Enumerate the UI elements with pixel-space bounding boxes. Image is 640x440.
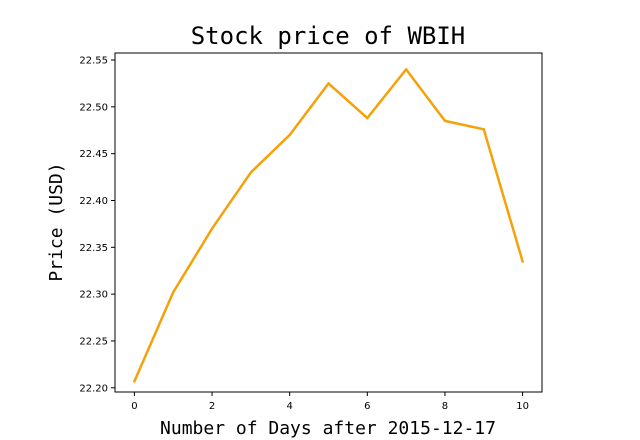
- y-tick-label: 22.45: [79, 149, 108, 160]
- y-axis: 22.20 22.25 22.30 22.35 22.40 22.45 22.50 22.55: [79, 56, 115, 395]
- price-point: [483, 128, 485, 130]
- plot-area: [115, 53, 542, 392]
- x-tick-label: 8: [442, 401, 448, 412]
- price-point: [133, 380, 135, 382]
- price-point: [211, 227, 213, 229]
- x-axis: 0 2 4 6 8 10: [131, 392, 529, 412]
- x-axis-label: Number of Days after 2015-12-17: [160, 418, 496, 439]
- price-point: [444, 120, 446, 122]
- y-tick-label: 22.20: [79, 383, 108, 394]
- x-tick-label: 6: [364, 401, 370, 412]
- x-tick-label: 10: [516, 401, 529, 412]
- price-line: [134, 69, 522, 381]
- y-tick-label: 22.55: [79, 56, 108, 67]
- price-point: [405, 68, 407, 70]
- y-tick-label: 22.25: [79, 336, 108, 347]
- price-point: [250, 171, 252, 173]
- price-point: [288, 134, 290, 136]
- y-tick-label: 22.50: [79, 102, 108, 113]
- price-point: [521, 260, 523, 262]
- series-layer: [133, 68, 524, 382]
- y-tick-label: 22.40: [79, 196, 108, 207]
- price-point: [327, 82, 329, 84]
- x-tick-label: 0: [131, 401, 137, 412]
- y-tick-label: 22.30: [79, 290, 108, 301]
- x-tick-label: 2: [209, 401, 215, 412]
- y-tick-label: 22.35: [79, 243, 108, 254]
- price-point: [172, 291, 174, 293]
- chart-title: Stock price of WBIH: [191, 22, 466, 50]
- x-tick-label: 4: [286, 401, 292, 412]
- price-point: [366, 117, 368, 119]
- y-axis-label: Price (USD): [46, 162, 67, 281]
